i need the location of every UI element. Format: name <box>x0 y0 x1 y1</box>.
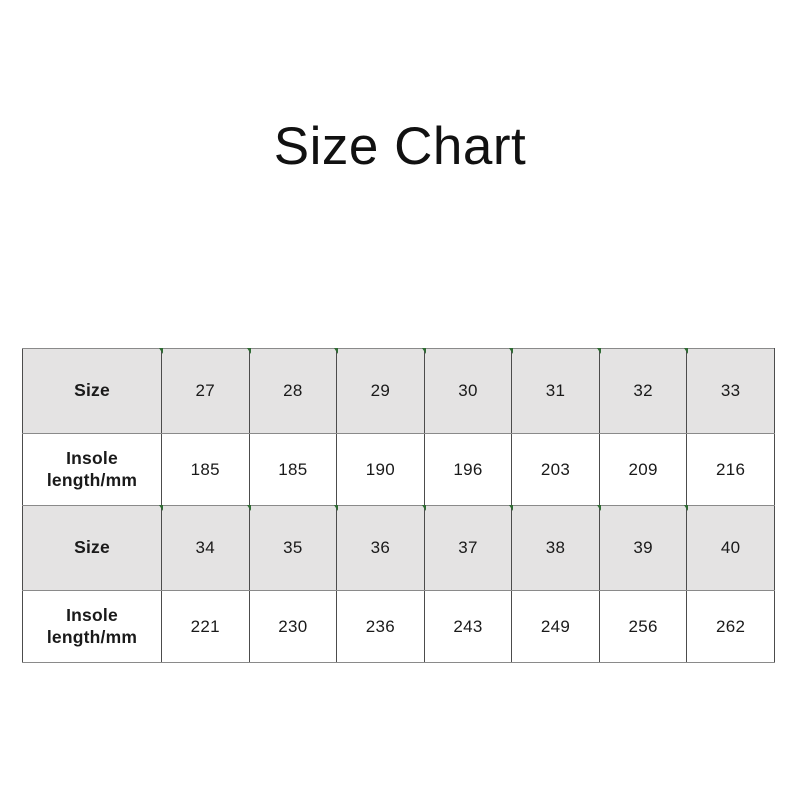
cell-size-31: 31 <box>509 348 600 434</box>
cell-text: 32 <box>633 381 653 400</box>
cell-text: 37 <box>458 538 478 557</box>
cell-insole-32: 209 <box>598 433 688 506</box>
cell-text: 34 <box>195 538 216 557</box>
cell-text: 27 <box>195 381 216 400</box>
size-chart-table: Size 27 28 29 30 31 32 33 Insole length/… <box>22 348 775 663</box>
cell-text: 28 <box>283 381 303 400</box>
cell-size-38: 38 <box>509 505 600 591</box>
row-header-size-1: Size <box>22 348 162 434</box>
cell-size-37: 37 <box>421 505 513 591</box>
cell-text: 36 <box>370 538 391 557</box>
cell-insole-28: 185 <box>248 433 338 506</box>
cell-insole-29: 190 <box>336 433 425 506</box>
cell-insole-38: 249 <box>511 590 600 663</box>
cell-text: 40 <box>720 538 741 557</box>
cell-size-34: 34 <box>159 505 250 591</box>
cell-size-36: 36 <box>334 505 425 591</box>
cell-insole-36: 236 <box>336 590 425 663</box>
cell-size-30: 30 <box>421 348 513 434</box>
cell-text: 29 <box>370 381 391 400</box>
row-header-insole-1: Insole length/mm <box>22 433 162 506</box>
cell-insole-37: 243 <box>423 590 513 663</box>
cell-insole-34: 221 <box>161 590 250 663</box>
size-chart-table-body: Size 27 28 29 30 31 32 33 Insole length/… <box>22 348 775 663</box>
cell-insole-27: 185 <box>161 433 250 506</box>
cell-text: 35 <box>283 538 303 557</box>
cell-insole-33: 216 <box>686 433 775 506</box>
row-header-insole-2: Insole length/mm <box>22 590 162 663</box>
cell-text: 39 <box>633 538 653 557</box>
cell-text: 38 <box>545 538 566 557</box>
cell-insole-30: 196 <box>423 433 513 506</box>
cell-size-29: 29 <box>334 348 425 434</box>
cell-text: 33 <box>720 381 741 400</box>
size-chart-table-container: Size 27 28 29 30 31 32 33 Insole length/… <box>22 348 775 663</box>
row-header-size-2: Size <box>22 505 162 591</box>
table-row-insole-2: Insole length/mm 221 230 236 243 249 256… <box>22 590 775 663</box>
cell-insole-39: 256 <box>598 590 688 663</box>
cell-size-40: 40 <box>684 505 775 591</box>
cell-size-35: 35 <box>246 505 338 591</box>
table-row-size-1: Size 27 28 29 30 31 32 33 <box>22 348 775 434</box>
table-row-insole-1: Insole length/mm 185 185 190 196 203 209… <box>22 433 775 506</box>
page-title: Size Chart <box>273 117 527 176</box>
cell-text: 31 <box>545 381 566 400</box>
cell-size-32: 32 <box>596 348 688 434</box>
cell-size-27: 27 <box>159 348 250 434</box>
cell-size-39: 39 <box>596 505 688 591</box>
cell-size-33: 33 <box>684 348 775 434</box>
cell-size-28: 28 <box>246 348 338 434</box>
cell-insole-31: 203 <box>511 433 600 506</box>
cell-text: 30 <box>458 381 478 400</box>
cell-insole-40: 262 <box>686 590 775 663</box>
cell-insole-35: 230 <box>248 590 338 663</box>
table-row-size-2: Size 34 35 36 37 38 39 40 <box>22 505 775 591</box>
